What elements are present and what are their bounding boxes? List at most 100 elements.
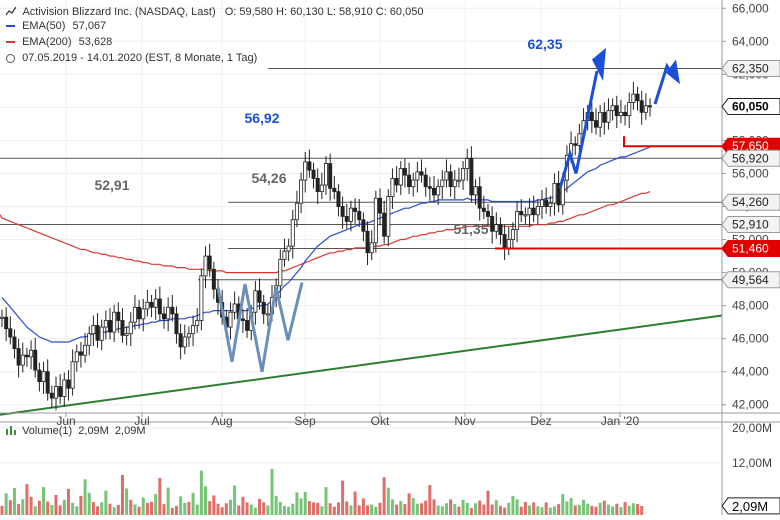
volume-bar	[582, 499, 586, 515]
clock-icon	[6, 53, 15, 63]
volume-bar	[565, 501, 569, 515]
candle	[161, 306, 166, 329]
candle-body	[33, 349, 38, 371]
volume-bar	[436, 505, 440, 515]
candle-body	[303, 161, 308, 181]
candle-body	[186, 333, 191, 338]
candle-body	[95, 325, 100, 341]
candle	[544, 187, 549, 214]
volume-bar	[515, 499, 519, 515]
candle	[456, 167, 461, 188]
volume-bar	[569, 498, 573, 515]
candle	[199, 268, 204, 331]
candle	[99, 319, 104, 351]
candle	[153, 289, 158, 320]
volume-bar	[486, 490, 490, 515]
candle-body	[145, 301, 150, 310]
price-tag-box	[721, 193, 780, 211]
candle-body	[161, 313, 166, 320]
volume-current-tag: 2,09M	[721, 497, 780, 515]
candle-body	[614, 105, 619, 117]
candle	[299, 172, 304, 214]
candle	[461, 161, 466, 190]
volume-label: Volume(1)	[22, 425, 73, 437]
y-tick-label: 46,000	[732, 332, 769, 346]
candle	[494, 212, 499, 239]
candle	[95, 313, 100, 348]
volume-bar	[498, 505, 502, 515]
candle-body	[178, 333, 183, 348]
volume-bar	[544, 502, 548, 515]
candle	[440, 170, 445, 200]
volume-value: 2,09M	[78, 425, 109, 437]
candle-body	[132, 306, 137, 323]
candle-body	[153, 298, 158, 308]
candle	[253, 280, 258, 325]
volume-icon	[6, 426, 16, 435]
candle-body	[211, 268, 216, 290]
candle-body	[336, 191, 341, 207]
candle-body	[469, 158, 474, 196]
candle	[552, 173, 557, 216]
candle	[245, 308, 250, 338]
volume-bar	[374, 506, 378, 515]
price-tag-label: 51,460	[732, 241, 769, 255]
candle-body	[124, 333, 129, 336]
candle-body	[199, 275, 204, 321]
volume-bar	[449, 499, 453, 515]
candle-body	[24, 354, 29, 358]
candle	[16, 338, 21, 378]
candle	[369, 230, 374, 261]
volume-bar	[154, 494, 158, 515]
candle-body	[369, 242, 374, 254]
candle-body	[373, 197, 378, 244]
volume-bar	[420, 503, 424, 515]
candle-body	[29, 349, 34, 358]
candle-body	[635, 93, 640, 102]
header-icon	[5, 6, 17, 16]
candle-body	[598, 111, 603, 128]
candle-body	[531, 207, 536, 216]
volume-bar	[87, 492, 91, 515]
volume-bar	[403, 504, 407, 515]
candle-body	[648, 105, 653, 108]
volume-bar	[390, 499, 394, 515]
candle-body	[278, 258, 283, 287]
candle-body	[195, 320, 200, 326]
candle-body	[394, 178, 399, 186]
candle	[294, 190, 299, 228]
candle	[166, 297, 171, 332]
candle	[29, 340, 34, 370]
ema50-label: EMA(50)	[22, 20, 66, 32]
volume-bar	[357, 505, 361, 515]
candle	[485, 204, 490, 227]
volume-bar	[166, 487, 170, 515]
candle-body	[544, 199, 549, 207]
volume-bar	[8, 500, 12, 515]
volume-bar	[461, 499, 465, 515]
candle	[386, 189, 391, 247]
volume-bar	[386, 487, 390, 515]
volume-bar	[611, 506, 615, 515]
candle-body	[141, 308, 146, 320]
price-tag-box	[721, 216, 780, 234]
candle-body	[494, 224, 499, 232]
volume-bar	[370, 504, 374, 515]
candle	[232, 291, 237, 320]
volume-bar	[345, 501, 349, 515]
legend-ema50: EMA(50) 57,067	[6, 20, 106, 32]
candle-body	[427, 186, 432, 189]
volume-bar	[125, 488, 129, 515]
candle-body	[623, 111, 628, 117]
x-tick-label: Okt	[371, 414, 390, 428]
candle-body	[606, 110, 611, 123]
uptrend-arrow-line	[558, 70, 599, 189]
candle	[469, 146, 474, 203]
volume-bar	[141, 497, 145, 515]
volume-bar	[170, 508, 174, 515]
level-annotation: 56,92	[244, 110, 279, 126]
candle	[128, 312, 133, 347]
candle-body	[436, 186, 441, 196]
volume-bar	[424, 500, 428, 515]
volume-bar	[133, 504, 137, 515]
